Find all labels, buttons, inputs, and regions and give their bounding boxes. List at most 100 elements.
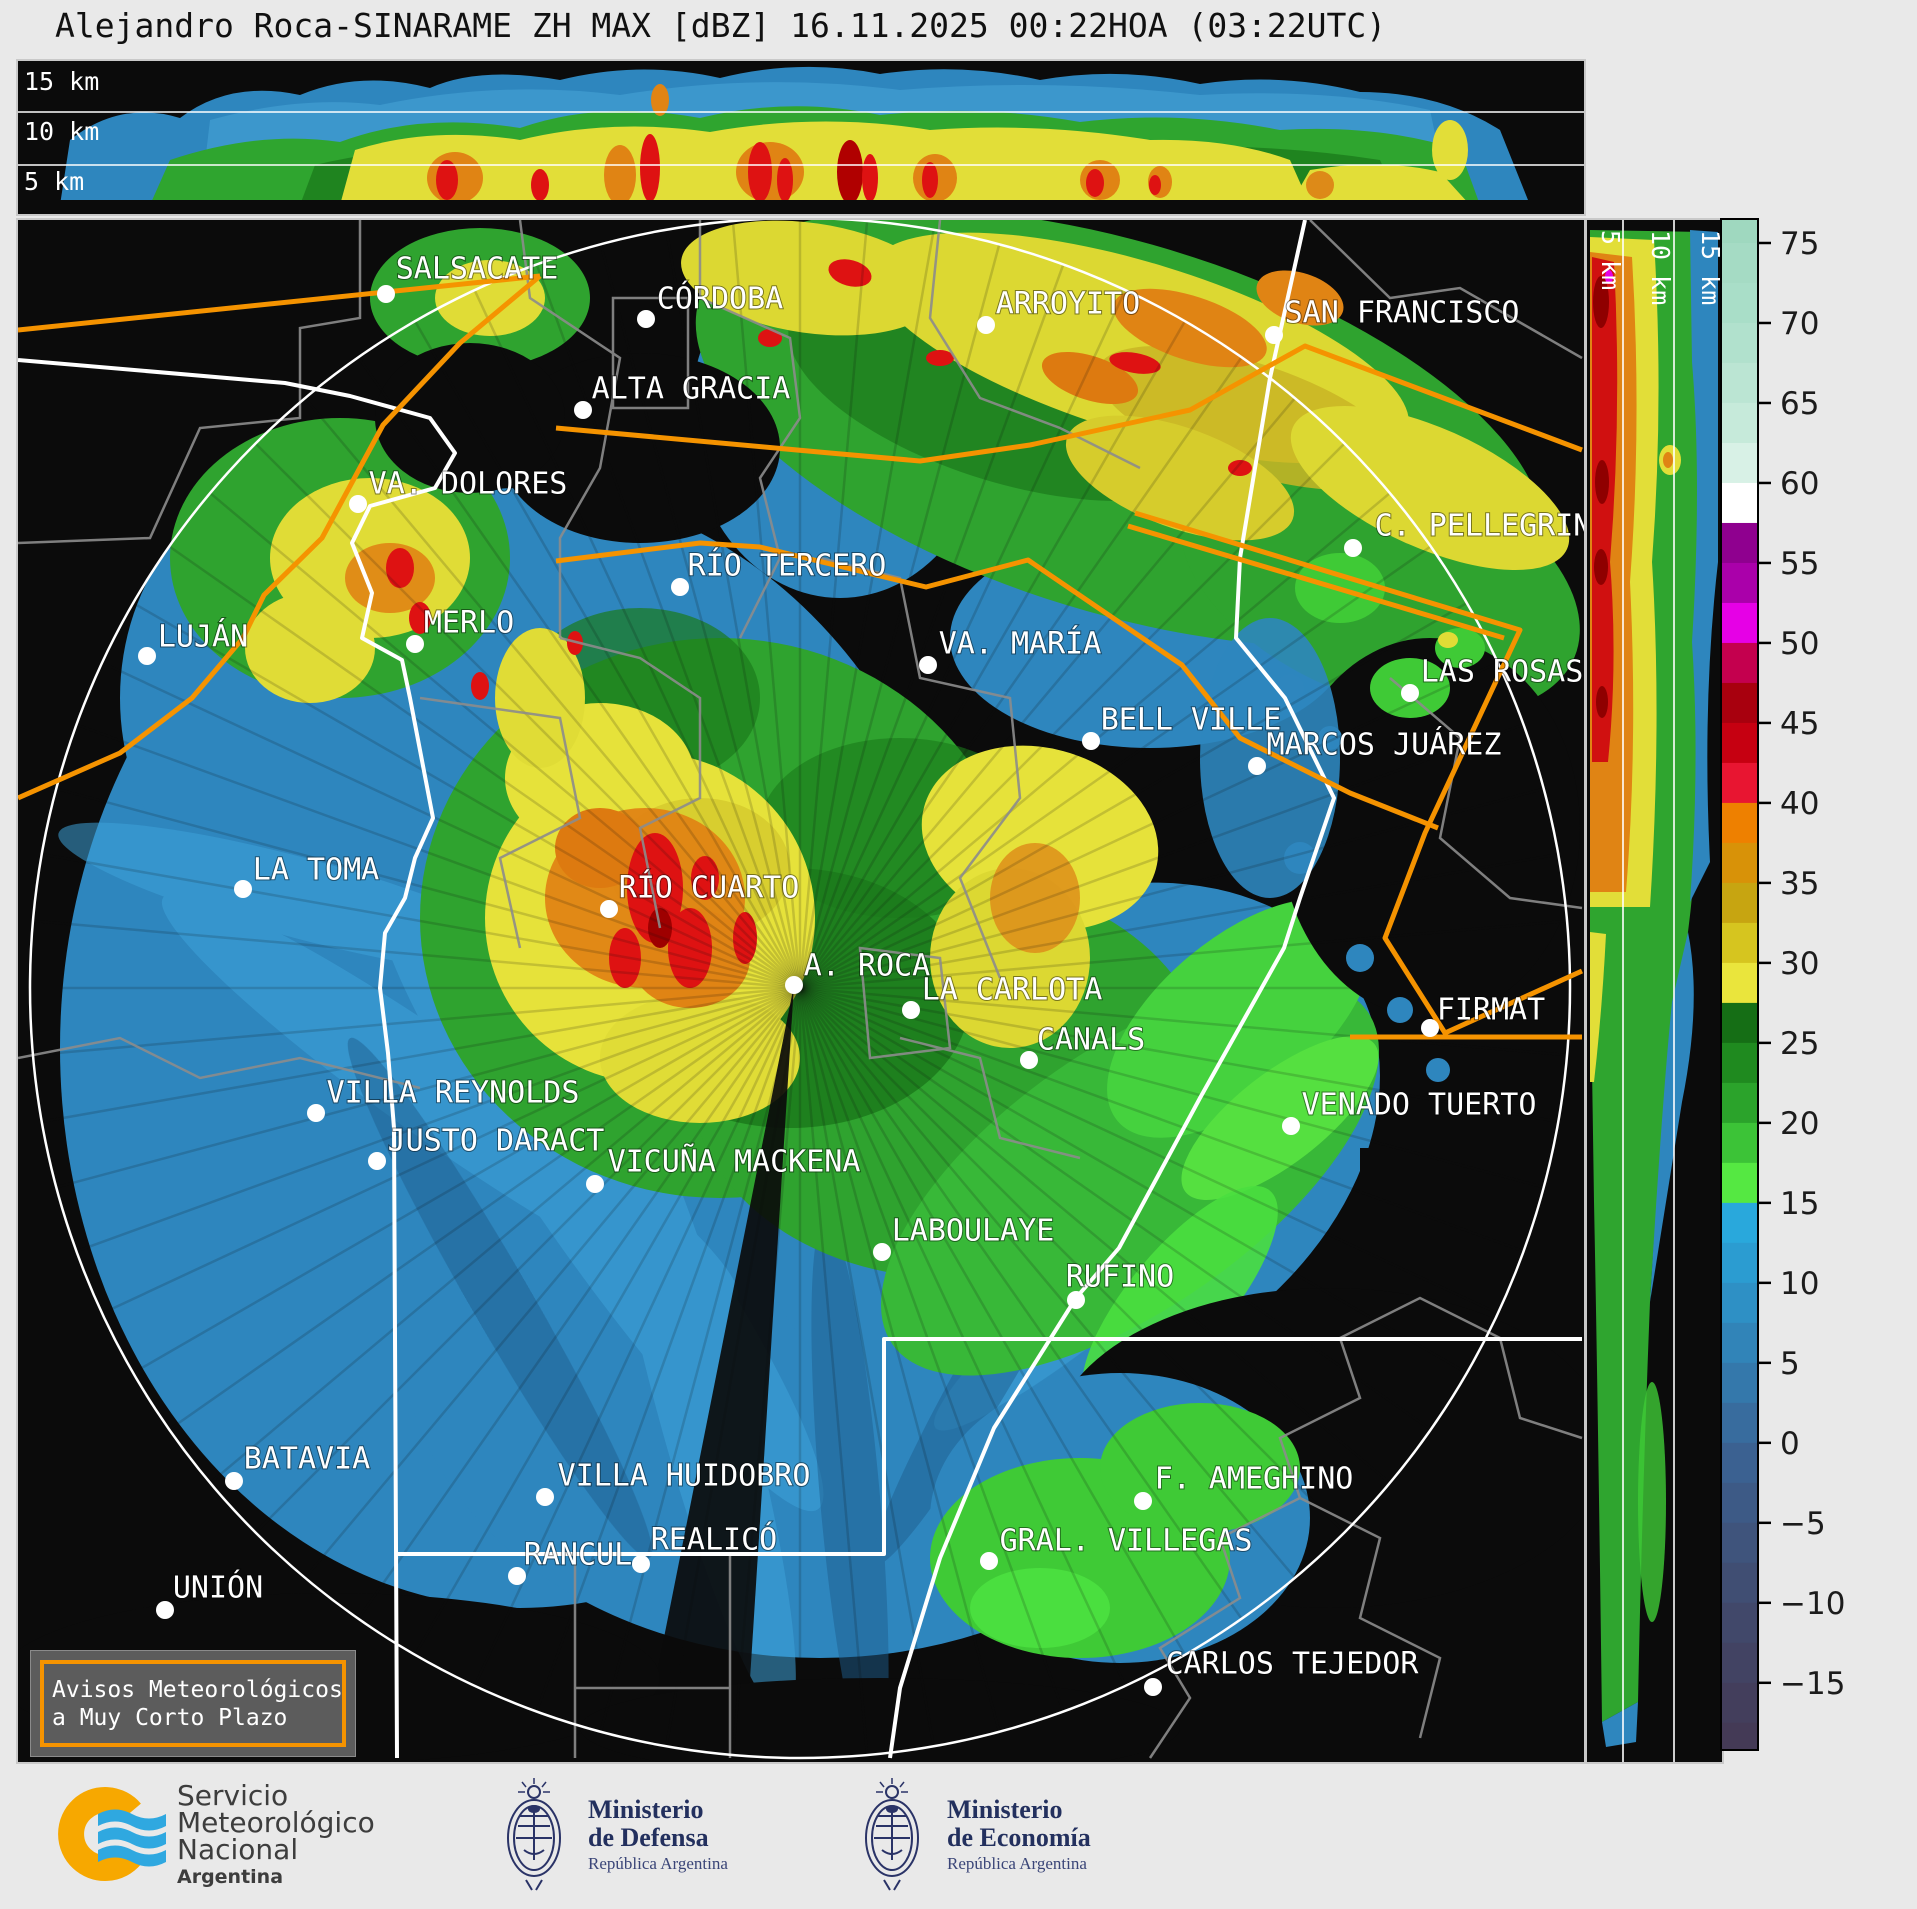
colorbar-band [1721,362,1758,404]
right-panel-echoes [1590,230,1718,1747]
beam-spoke [101,661,801,990]
city-dot [586,1175,604,1193]
city-label: GRAL. VILLEGAS [1000,1524,1253,1559]
city-dot [902,1001,920,1019]
beam-spoke [798,987,935,1747]
city-dot [1421,1019,1439,1037]
city-dot [307,1104,325,1122]
city-dot [536,1488,554,1506]
colorbar-band [1721,642,1758,684]
city-label: LAS ROSAS [1421,655,1584,690]
beam-spoke [473,289,802,989]
beam-spoke [55,787,801,990]
radar-ppi-map: SALSACATE CÓRDOBA ARROYITO SAN FRANCISCO ALT… [16,218,1586,1764]
beam-spoke [799,987,1296,1579]
city-dot [1082,732,1100,750]
city-dot [785,976,803,994]
colorbar-ticks [1758,241,1771,1685]
colorbar-band [1721,242,1758,284]
warning-legend-border: Avisos Meteorológicos a Muy Corto Plazo [40,1660,346,1747]
beam-spoke [799,442,1346,989]
city-label: SAN FRANCISCO [1285,296,1520,331]
colorbar-tick-label: 10 [1780,1266,1819,1302]
beam-spoke [798,987,869,1756]
smn-logo-flag [98,1809,166,1867]
smn-name-line3: Nacional [177,1833,299,1866]
radial-beam-texture [30,220,1570,1758]
beam-spoke [535,264,802,989]
city-dot [600,900,618,918]
colorbar-band [1721,1562,1758,1604]
beam-spoke [799,853,1559,990]
beam-spoke [304,397,801,989]
city-label: VENADO TUERTO [1302,1088,1537,1123]
beam-spoke [132,601,801,990]
city-label: CANALS [1037,1023,1145,1058]
colorbar-band [1721,682,1758,724]
defensa-line1: Ministerio [588,1795,704,1824]
beam-spoke [413,320,802,989]
city-label: CÓRDOBA [657,280,783,317]
city-dot [1020,1051,1038,1069]
economia-coat-of-arms [865,1778,919,1891]
city-label: ALTA GRACIA [592,372,791,407]
beam-spoke [55,986,801,1189]
colorbar-band [1721,802,1758,844]
defensa-text: Ministerio de Defensa República Argentin… [588,1796,728,1874]
beam-spoke [41,853,801,990]
city-label: LUJÁN [158,619,248,655]
colorbar-tick-label: 55 [1780,546,1819,582]
colorbar-band [1721,482,1758,524]
defensa-coat-of-arms [507,1778,561,1891]
city-dot [919,656,937,674]
colorbar-band [1721,1642,1758,1684]
colorbar-band [1721,1322,1758,1364]
right-panel-height-gridlines [1622,220,1675,1762]
beam-spoke [209,987,801,1484]
beam-spoke [799,986,1432,1431]
beam-spoke [599,987,802,1733]
colorbar-band [1721,1082,1758,1124]
beam-spoke [132,986,801,1375]
beam-spoke [731,987,802,1756]
beam-spoke [798,243,1001,989]
beam-spoke [357,356,802,989]
beam-spoke [304,987,801,1579]
city-dot [1248,757,1266,775]
smn-logo [58,1787,166,1881]
beam-spoke [168,545,801,990]
right-panel-label-5km: 5 km [1596,230,1625,290]
colorbar-tick-label: 5 [1780,1346,1800,1382]
economia-sub: República Argentina [947,1854,1087,1873]
colorbar-band [1721,1162,1758,1204]
warning-legend-line2: a Muy Corto Plazo [52,1704,288,1731]
beam-spoke [798,987,1187,1656]
beam-spoke [254,987,801,1534]
colorbar-tick-label: 0 [1780,1426,1800,1462]
smn-name-line2: Meteorológico [177,1806,375,1839]
city-dot [406,635,424,653]
top-panel-label-5km: 5 km [24,167,84,196]
city-dot [574,401,592,419]
beam-spoke [799,723,1524,990]
colorbar-bands [1721,219,1758,1751]
city-label: VILLA REYNOLDS [327,1076,580,1111]
beam-spoke [168,986,801,1431]
colorbar-tick-label: 45 [1780,706,1819,742]
city-label: ARROYITO [996,287,1141,322]
city-label: F. AMEGHINO [1155,1462,1354,1497]
colorbar-tick-label: 60 [1780,466,1819,502]
colorbar-band [1721,522,1758,564]
economia-line1: Ministerio [947,1795,1063,1824]
beam-spoke [798,229,935,989]
city-label: RANCUL [524,1538,632,1573]
beam-spoke [209,492,801,989]
city-label: REALICÓ [651,1521,777,1558]
economia-text: Ministerio de Economía República Argenti… [947,1796,1091,1874]
city-dot [377,285,395,303]
colorbar-band [1721,1722,1758,1751]
economia-line2: de Economía [947,1823,1091,1852]
isolated-cells [930,553,1485,1663]
colorbar-band [1721,722,1758,764]
